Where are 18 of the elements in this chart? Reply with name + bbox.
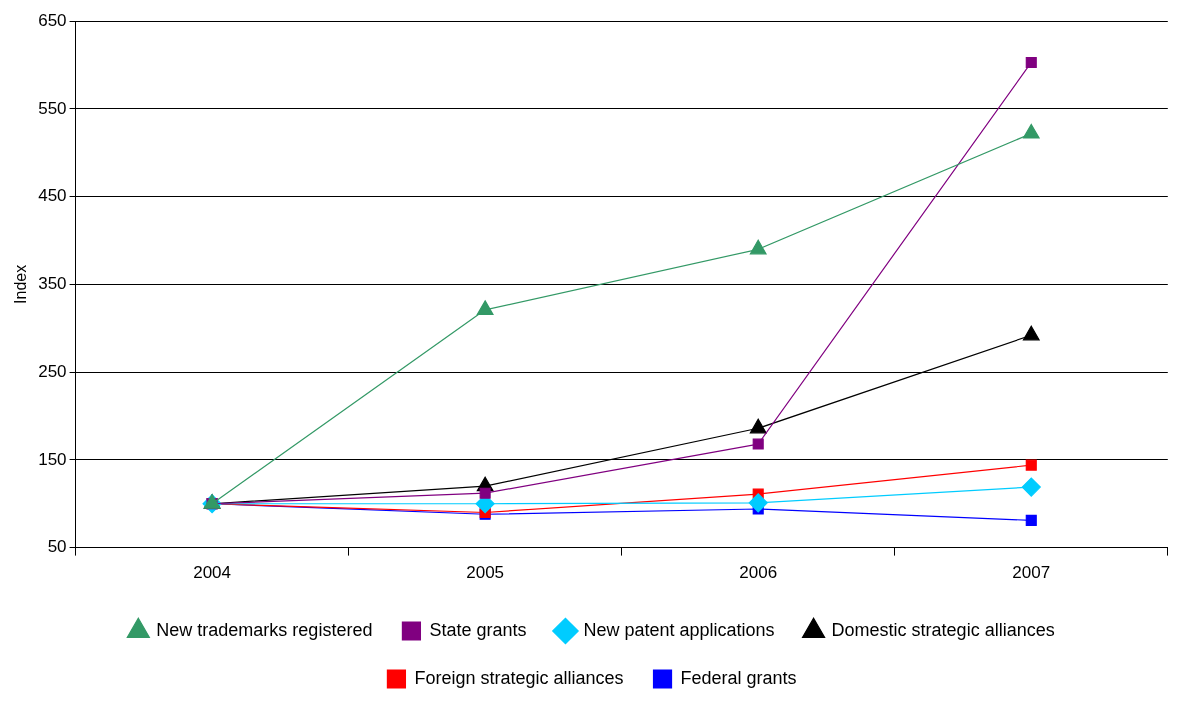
legend-label: Foreign strategic alliances: [414, 667, 624, 688]
legend-label: Domestic strategic alliances: [831, 619, 1055, 640]
legend-label: Federal grants: [680, 667, 797, 688]
legend-label: New patent applications: [583, 619, 775, 640]
y-axis-title: Index: [12, 264, 30, 304]
legend-label: State grants: [429, 619, 527, 640]
x-tick-label: 2007: [1012, 563, 1051, 583]
legend-label: New trademarks registered: [156, 619, 373, 640]
x-tick-label: 2006: [739, 563, 778, 583]
y-tick-label: 550: [38, 98, 67, 118]
y-tick-label: 50: [47, 537, 67, 557]
y-tick-label: 650: [38, 10, 67, 30]
y-tick-label: 350: [38, 274, 67, 294]
y-tick-label: 250: [38, 361, 67, 381]
y-tick-label: 150: [38, 449, 67, 469]
x-tick-label: 2005: [466, 563, 505, 583]
y-tick-label: 450: [38, 186, 67, 206]
x-tick-label: 2004: [193, 563, 232, 583]
